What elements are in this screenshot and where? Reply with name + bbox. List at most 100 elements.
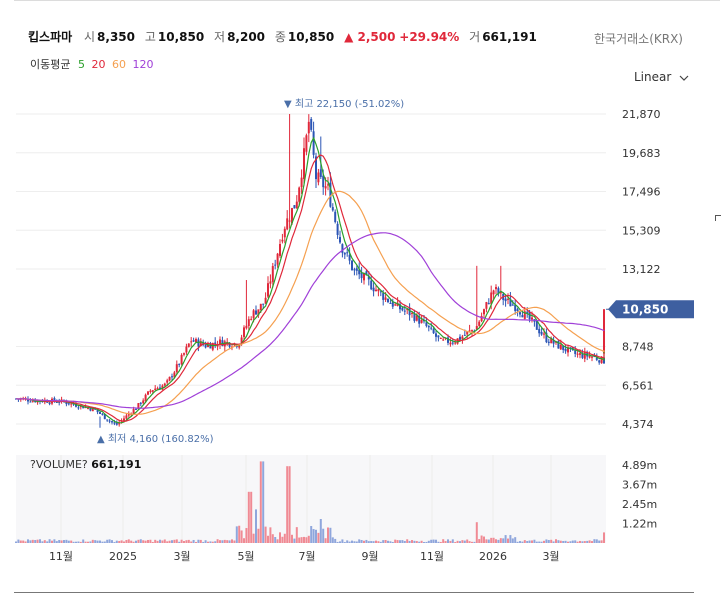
volume-bar — [269, 527, 272, 543]
candle-body — [187, 343, 190, 347]
volume-bar — [579, 540, 581, 543]
volume-bar — [545, 539, 548, 543]
candle-body — [163, 383, 166, 386]
y-tick-label: 19,683 — [622, 147, 661, 160]
x-tick-label: 5월 — [237, 550, 254, 563]
volume-bar — [334, 538, 337, 543]
candle-body — [319, 169, 322, 177]
candle-body — [247, 319, 250, 327]
candle-body — [111, 421, 113, 423]
ma5-legend[interactable]: 5 — [77, 58, 85, 71]
candle-body — [581, 353, 584, 358]
volume-bar — [327, 527, 329, 543]
volume-bar — [84, 541, 87, 543]
candle-body — [459, 336, 461, 340]
candle-body — [295, 201, 298, 209]
volume-bar — [87, 541, 89, 543]
candle-body — [207, 344, 209, 347]
candle-body — [192, 340, 195, 342]
volume-bar — [324, 538, 327, 543]
volume-bar — [444, 541, 447, 543]
candle-body — [538, 328, 541, 334]
candle-body — [125, 415, 128, 419]
volume-bar — [187, 539, 190, 543]
ma120-legend[interactable]: 120 — [132, 58, 154, 71]
candle-body — [142, 400, 145, 404]
volume-bar — [456, 540, 459, 543]
candle-body — [216, 345, 219, 347]
volume-bar — [319, 519, 322, 543]
volume-bar — [485, 539, 488, 543]
volume-bar — [355, 541, 358, 543]
scale-mode-dropdown[interactable]: Linear — [634, 70, 689, 84]
volume-bar — [216, 539, 219, 543]
candle-body — [387, 298, 389, 303]
candle-body — [341, 244, 344, 253]
candle-body — [425, 322, 428, 326]
ma60-legend[interactable]: 60 — [111, 58, 126, 71]
candle-body — [454, 342, 457, 344]
candle-body — [360, 272, 363, 279]
volume-bar — [480, 535, 483, 543]
volume-bar — [207, 541, 209, 543]
volume-bar — [447, 539, 449, 543]
candle-body — [70, 403, 73, 405]
candle-body — [399, 304, 401, 310]
volume-bar — [41, 541, 44, 543]
volume-bar — [552, 541, 555, 543]
candle-body — [173, 372, 176, 378]
close-value: 10,850 — [287, 30, 335, 44]
volume-bar — [439, 541, 442, 543]
scale-mode-label: Linear — [634, 70, 672, 84]
candle-body — [526, 311, 529, 313]
candle-body — [135, 408, 137, 410]
candle-body — [228, 342, 231, 347]
candle-body — [96, 409, 99, 413]
ma20-legend[interactable]: 20 — [91, 58, 106, 71]
candle-body — [363, 273, 365, 281]
volume-bar — [399, 540, 401, 543]
volume-bar — [209, 541, 212, 543]
candle-body — [190, 341, 193, 343]
volume-bar — [569, 541, 572, 543]
volume-bar — [108, 539, 111, 543]
candle-body — [480, 315, 483, 322]
candle-body — [29, 401, 32, 403]
y-tick-label: 13,122 — [622, 263, 661, 276]
volume-bar — [151, 541, 154, 543]
candle-body — [487, 303, 490, 305]
volume-bar — [257, 528, 260, 543]
candle-body — [466, 331, 469, 335]
volume-bar — [190, 541, 193, 543]
volume-bar — [408, 540, 411, 543]
candle-body — [101, 413, 104, 415]
volume-bar — [267, 535, 269, 543]
volume-bar — [463, 540, 466, 543]
low-annotation: ▲ 최저 4,160 (160.82%) — [97, 433, 214, 445]
moving-average-legend: 이동평균 5 20 60 120 — [30, 56, 153, 72]
candle-body — [415, 315, 418, 321]
candle-body — [211, 343, 214, 350]
volume-panel-label: ?VOLUME? 661,191 — [30, 458, 141, 471]
candle-body — [478, 321, 481, 326]
candle-body — [65, 402, 68, 405]
candle-body — [406, 309, 409, 311]
candle-body — [507, 298, 509, 300]
candle-body — [281, 239, 284, 242]
volume-bar — [382, 540, 385, 543]
moving-average-label: 이동평균 — [30, 58, 71, 71]
volume-bar — [31, 539, 34, 543]
candle-body — [511, 304, 514, 306]
volume-bar — [310, 526, 313, 543]
candle-body — [449, 342, 452, 345]
volume-bar — [156, 540, 159, 543]
candle-body — [159, 387, 161, 389]
candle-body — [149, 390, 152, 392]
candle-body — [156, 388, 159, 390]
candle-body — [456, 338, 459, 344]
candle-body — [161, 385, 164, 390]
candle-body — [269, 281, 272, 284]
candle-body — [334, 211, 337, 223]
volume-bar — [514, 537, 517, 543]
